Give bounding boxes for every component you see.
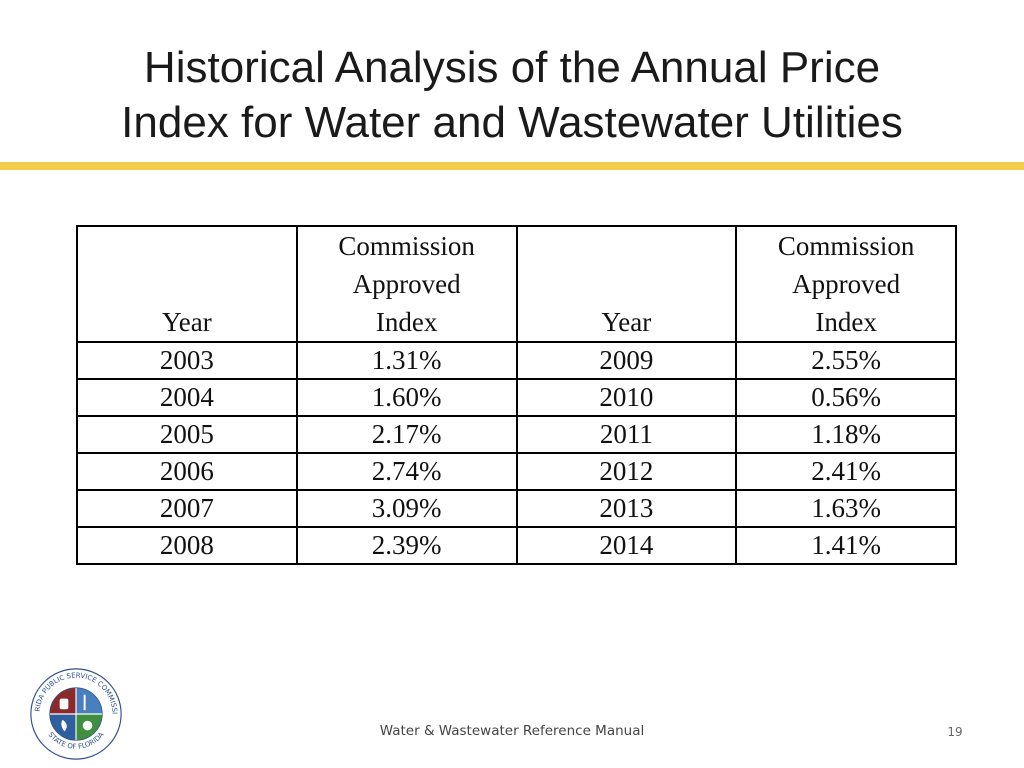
table-cell: 3.09% <box>295 489 518 528</box>
table-cell: 2006 <box>76 452 298 491</box>
seal-tower-icon <box>83 694 86 711</box>
price-index-table-wrapper: Year Commission Approved Index Year Comm… <box>76 225 957 565</box>
header-index-1: Commission Approved Index <box>295 225 518 343</box>
seal-outlet-icon <box>59 698 69 710</box>
price-index-table: Year Commission Approved Index Year Comm… <box>76 225 957 565</box>
table-cell: 1.18% <box>735 415 957 454</box>
header-line: Commission <box>338 231 475 261</box>
seal-drop-icon <box>82 720 93 731</box>
table-cell: 1.41% <box>735 526 957 565</box>
table-row: 2004 1.60% 2010 0.56% <box>76 378 957 417</box>
page-number: 19 <box>947 725 963 739</box>
header-line: Index <box>815 307 877 337</box>
table-cell: 2014 <box>515 526 738 565</box>
table-cell: 2005 <box>76 415 298 454</box>
table-row: 2007 3.09% 2013 1.63% <box>76 489 957 528</box>
title-accent-bar <box>0 162 1024 170</box>
table-header-row: Year Commission Approved Index Year Comm… <box>76 225 957 343</box>
table-cell: 2007 <box>76 489 298 528</box>
header-year-2: Year <box>515 225 738 343</box>
header-line: Approved <box>792 269 901 299</box>
florida-psc-seal-icon: FLORIDA PUBLIC SERVICE COMMISSION STATE … <box>28 666 122 760</box>
table-cell: 2.74% <box>295 452 518 491</box>
slide-title: Historical Analysis of the Annual Price … <box>0 40 1024 150</box>
header-index-2: Commission Approved Index <box>735 225 957 343</box>
table-row: 2006 2.74% 2012 2.41% <box>76 452 957 491</box>
table-cell: 2004 <box>76 378 298 417</box>
header-line: Year <box>601 307 652 337</box>
table-cell: 2009 <box>515 341 738 380</box>
header-line: Index <box>375 307 438 337</box>
seal-quadrant-telecom <box>76 688 102 714</box>
header-line: Approved <box>352 269 461 299</box>
table-cell: 2008 <box>76 526 298 565</box>
table-cell: 2.17% <box>295 415 518 454</box>
table-cell: 1.60% <box>295 378 518 417</box>
table-cell: 1.31% <box>295 341 518 380</box>
table-cell: 2012 <box>515 452 738 491</box>
table-cell: 2010 <box>515 378 738 417</box>
table-cell: 2013 <box>515 489 738 528</box>
table-cell: 2011 <box>515 415 738 454</box>
table-cell: 2.41% <box>735 452 957 491</box>
table-cell: 2003 <box>76 341 298 380</box>
table-row: 2008 2.39% 2014 1.41% <box>76 526 957 565</box>
table-cell: 0.56% <box>735 378 957 417</box>
table-row: 2003 1.31% 2009 2.55% <box>76 341 957 380</box>
slide-title-line-2: Index for Water and Wastewater Utilities <box>121 98 903 147</box>
seal-flame-icon <box>61 719 67 732</box>
table-cell: 2.39% <box>295 526 518 565</box>
slide-title-line-1: Historical Analysis of the Annual Price <box>143 43 881 92</box>
table-cell: 1.63% <box>735 489 957 528</box>
table-row: 2005 2.17% 2011 1.18% <box>76 415 957 454</box>
header-line: Year <box>161 307 212 337</box>
table-cell: 2.55% <box>735 341 957 380</box>
header-line: Commission <box>777 231 915 261</box>
header-year-1: Year <box>76 225 298 343</box>
footer-manual-title: Water & Wastewater Reference Manual <box>379 723 645 739</box>
